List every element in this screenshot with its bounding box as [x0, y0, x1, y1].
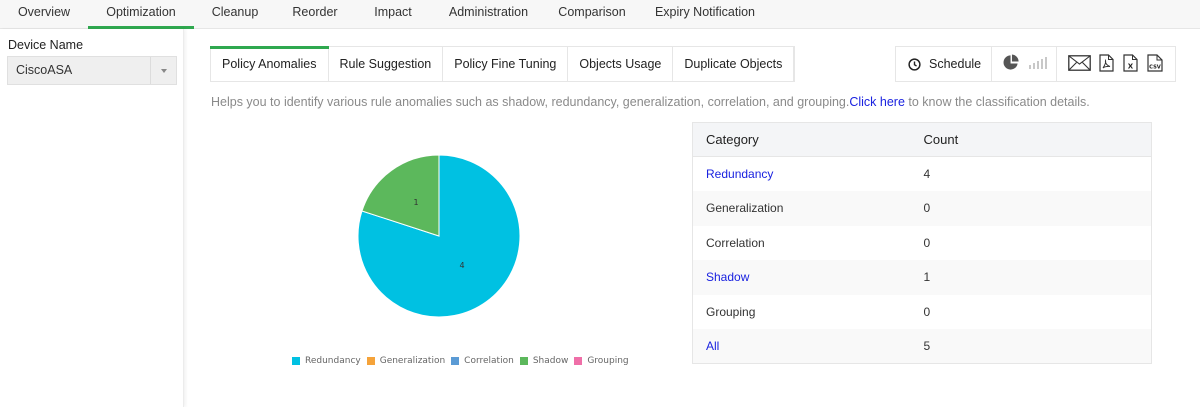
count-cell: 5 [923, 329, 1152, 364]
count-cell: 0 [923, 304, 931, 319]
count-cell: 1 [923, 260, 1152, 295]
anomaly-pie-chart: 4 1 [357, 154, 521, 318]
legend-label: Generalization [379, 356, 446, 366]
classification-details-link[interactable]: Click here [849, 95, 905, 109]
count-cell: 0 [923, 191, 1152, 226]
pie-label-redundancy: 4 [459, 261, 464, 270]
anomaly-table: Category Count Redundancy 4 Generalizati… [692, 122, 1152, 364]
legend-item-redundancy[interactable]: Redundancy [292, 356, 361, 366]
pie-slice-shadow[interactable] [361, 154, 440, 237]
tab-optimization[interactable]: Optimization [88, 0, 194, 29]
legend-label: Grouping [587, 356, 629, 366]
clock-icon [908, 57, 921, 71]
svg-text:CSV: CSV [1149, 64, 1161, 70]
tab-overview[interactable]: Overview [17, 5, 71, 19]
table-row: Correlation 0 [693, 226, 1152, 261]
tab-cleanup[interactable]: Cleanup [211, 5, 259, 19]
table-row: All 5 [692, 329, 1152, 364]
table-row: Redundancy 4 [693, 157, 1152, 192]
chevron-down-icon[interactable] [150, 57, 176, 84]
legend-swatch [366, 357, 375, 365]
tab-expiry-notification[interactable]: Expiry Notification [654, 5, 756, 19]
top-nav: Overview Optimization Cleanup Reorder Im… [0, 0, 1200, 29]
subtab-rule-suggestion[interactable]: Rule Suggestion [329, 47, 444, 81]
pie-chart-icon[interactable] [1003, 54, 1020, 74]
tab-impact[interactable]: Impact [374, 5, 412, 19]
device-name-label: Device Name [8, 38, 84, 52]
category-cell: Correlation [706, 235, 765, 250]
tab-administration[interactable]: Administration [448, 5, 529, 19]
device-select-value: CiscoASA [16, 63, 73, 77]
csv-icon[interactable]: CSV [1147, 53, 1163, 75]
column-header-category: Category [692, 122, 924, 157]
pie-label-shadow: 1 [413, 198, 418, 207]
excel-icon[interactable]: X [1123, 53, 1138, 75]
schedule-button[interactable]: Schedule [896, 47, 993, 81]
table-header-row: Category Count [692, 122, 1152, 157]
subtab-objects-usage[interactable]: Objects Usage [568, 47, 674, 81]
description-suffix: to know the classification details. [904, 95, 1090, 109]
category-cell: Generalization [692, 191, 924, 226]
legend-swatch [292, 357, 300, 365]
legend-label: Correlation [464, 356, 514, 366]
table-row: Generalization 0 [692, 191, 1152, 226]
pdf-icon[interactable] [1099, 53, 1114, 75]
count-cell: 4 [923, 167, 931, 181]
legend-item-shadow[interactable]: Shadow [519, 356, 569, 366]
description-text: Helps you to identify various rule anoma… [211, 95, 850, 109]
legend-swatch [574, 357, 583, 365]
category-link-redundancy[interactable]: Redundancy [706, 167, 774, 181]
count-cell: 0 [923, 235, 931, 250]
schedule-label: Schedule [929, 57, 982, 71]
sidebar: Device Name CiscoASA [0, 29, 184, 407]
subtab-duplicate-objects[interactable]: Duplicate Objects [673, 47, 795, 81]
tab-comparison[interactable]: Comparison [558, 5, 626, 19]
legend-item-generalization[interactable]: Generalization [366, 356, 446, 366]
subtab-policy-anomalies[interactable]: Policy Anomalies [210, 46, 329, 81]
category-link-shadow[interactable]: Shadow [692, 260, 924, 295]
tab-reorder[interactable]: Reorder [292, 5, 338, 19]
legend-item-correlation[interactable]: Correlation [451, 356, 514, 366]
legend-item-grouping[interactable]: Grouping [574, 356, 629, 366]
category-cell: Grouping [706, 304, 756, 319]
legend-label: Redundancy [305, 356, 361, 366]
subtab-policy-fine-tuning[interactable]: Policy Fine Tuning [443, 47, 569, 81]
sub-tabs: Policy Anomalies Rule Suggestion Policy … [210, 46, 796, 82]
toolbar: Schedule X CSV [895, 46, 1176, 82]
legend-swatch [451, 357, 460, 365]
description: Helps you to identify various rule anoma… [211, 95, 1090, 109]
table-row: Shadow 1 [692, 260, 1152, 295]
category-link-all[interactable]: All [692, 329, 924, 364]
email-icon[interactable] [1068, 54, 1091, 74]
svg-text:X: X [1128, 62, 1134, 70]
column-header-count: Count [923, 122, 1152, 157]
legend-swatch [519, 357, 528, 365]
table-row: Grouping 0 [693, 295, 1152, 330]
bar-chart-icon[interactable] [1029, 56, 1048, 72]
chart-legend: Redundancy Generalization Correlation Sh… [292, 356, 635, 366]
device-select[interactable]: CiscoASA [7, 56, 177, 85]
legend-label: Shadow [532, 356, 569, 366]
